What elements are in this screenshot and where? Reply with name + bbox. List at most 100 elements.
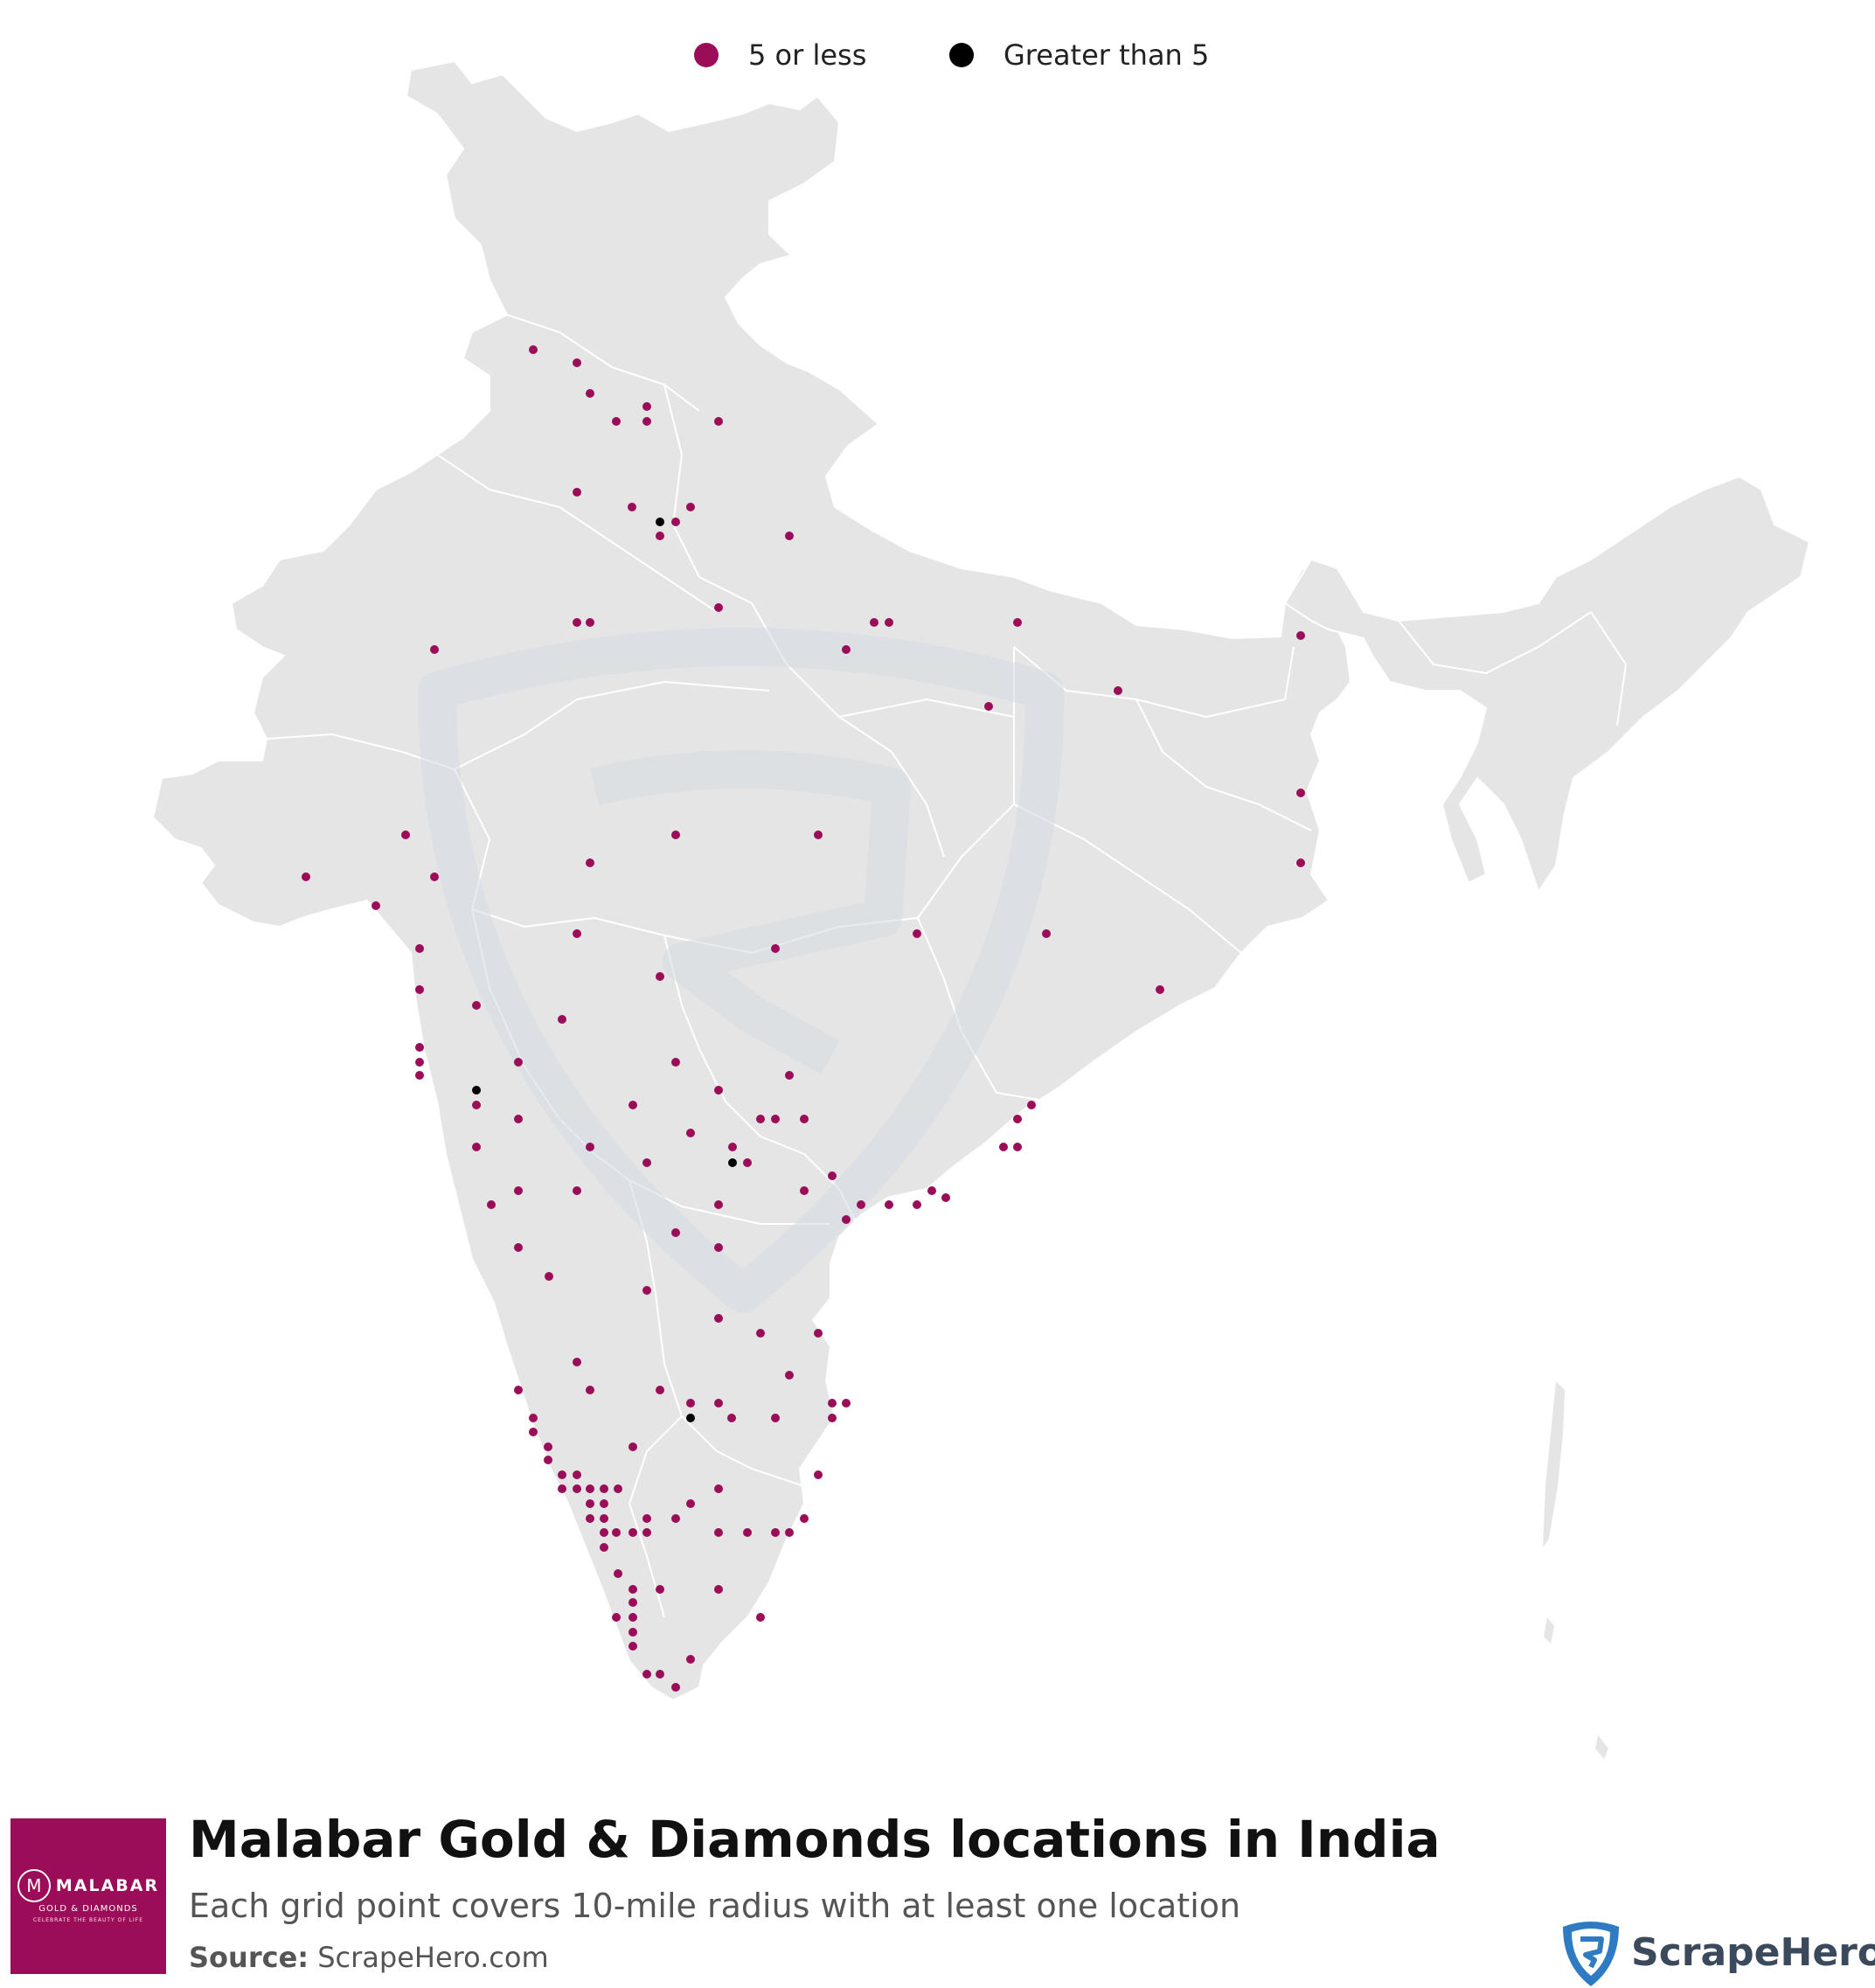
location-point-greater-than-5: [472, 1086, 481, 1095]
location-point-5-or-less: [1042, 929, 1051, 938]
location-point-5-or-less: [586, 618, 594, 627]
logo-tagline: CELEBRATE THE BEAUTY OF LIFE: [32, 1917, 144, 1923]
location-point-5-or-less: [785, 532, 794, 540]
location-point-5-or-less: [401, 831, 410, 839]
location-point-5-or-less: [642, 402, 651, 411]
location-point-5-or-less: [514, 1186, 523, 1195]
legend-dot-greater-than-5: [949, 43, 974, 67]
location-point-5-or-less: [586, 1484, 594, 1493]
map-land: [151, 59, 1811, 1759]
location-point-5-or-less: [1027, 1101, 1036, 1109]
location-point-5-or-less: [984, 702, 993, 711]
location-point-5-or-less: [514, 1058, 523, 1067]
location-point-5-or-less: [743, 1528, 752, 1537]
location-point-5-or-less: [814, 1329, 823, 1338]
location-point-5-or-less: [785, 1071, 794, 1080]
monogram-icon: M: [17, 1869, 51, 1902]
location-point-5-or-less: [600, 1484, 608, 1493]
location-points: [302, 345, 1305, 1692]
location-point-5-or-less: [612, 417, 621, 426]
location-point-5-or-less: [800, 1186, 809, 1195]
location-point-5-or-less: [870, 618, 878, 627]
location-point-5-or-less: [1013, 1143, 1022, 1151]
location-point-5-or-less: [514, 1386, 523, 1394]
location-point-5-or-less: [614, 1484, 622, 1493]
location-point-5-or-less: [885, 1200, 893, 1209]
location-point-5-or-less: [612, 1613, 621, 1622]
location-point-5-or-less: [1296, 631, 1305, 640]
location-point-5-or-less: [785, 1371, 794, 1380]
location-point-5-or-less: [514, 1243, 523, 1252]
location-point-5-or-less: [642, 1670, 651, 1679]
location-point-5-or-less: [472, 1143, 481, 1151]
location-point-5-or-less: [714, 1399, 723, 1408]
location-point-5-or-less: [586, 1386, 594, 1394]
legend-item-greater-than-5: Greater than 5: [949, 33, 1209, 77]
location-point-greater-than-5: [728, 1158, 737, 1167]
legend-label-5-or-less: 5 or less: [748, 38, 867, 72]
location-point-5-or-less: [586, 1514, 594, 1523]
location-point-5-or-less: [800, 1514, 809, 1523]
location-point-5-or-less: [415, 944, 424, 953]
location-point-5-or-less: [728, 1143, 737, 1151]
location-point-5-or-less: [771, 1414, 780, 1422]
location-point-5-or-less: [302, 872, 310, 881]
source-value: ScrapeHero.com: [317, 1941, 549, 1974]
logo-sub: GOLD & DIAMONDS: [38, 1904, 138, 1914]
location-point-5-or-less: [671, 831, 680, 839]
location-point-5-or-less: [642, 1528, 651, 1537]
location-point-5-or-less: [573, 488, 581, 497]
location-point-5-or-less: [573, 618, 581, 627]
location-point-5-or-less: [656, 532, 664, 540]
location-point-5-or-less: [999, 1143, 1008, 1151]
location-point-5-or-less: [913, 1200, 921, 1209]
location-point-5-or-less: [671, 1683, 680, 1692]
location-point-5-or-less: [1296, 858, 1305, 867]
location-point-5-or-less: [714, 1528, 723, 1537]
location-point-5-or-less: [558, 1015, 566, 1024]
location-point-5-or-less: [814, 1470, 823, 1479]
location-point-5-or-less: [573, 1358, 581, 1366]
location-point-5-or-less: [842, 1399, 851, 1408]
location-point-5-or-less: [558, 1470, 566, 1479]
footer: M MALABAR GOLD & DIAMONDS CELEBRATE THE …: [0, 1810, 1875, 1986]
location-point-5-or-less: [600, 1528, 608, 1537]
location-point-5-or-less: [628, 1585, 637, 1594]
andaman-islands: [1543, 1381, 1565, 1547]
legend-label-greater-than-5: Greater than 5: [1003, 38, 1210, 72]
location-point-5-or-less: [686, 1399, 695, 1408]
legend: 5 or less Greater than 5: [0, 33, 1875, 77]
scrapehero-brand: ScrapeHero: [1559, 1916, 1875, 1988]
location-point-5-or-less: [656, 1386, 664, 1394]
location-point-5-or-less: [586, 1143, 594, 1151]
location-point-5-or-less: [714, 1200, 723, 1209]
location-point-5-or-less: [430, 872, 439, 881]
location-point-5-or-less: [913, 929, 921, 938]
scrapehero-logo-icon: [1563, 1922, 1619, 1986]
location-point-5-or-less: [656, 972, 664, 981]
location-point-5-or-less: [472, 1101, 481, 1109]
location-point-5-or-less: [714, 1484, 723, 1493]
location-point-5-or-less: [656, 1670, 664, 1679]
location-point-5-or-less: [941, 1193, 950, 1202]
location-point-5-or-less: [628, 1613, 637, 1622]
location-point-5-or-less: [714, 1585, 723, 1594]
location-point-5-or-less: [558, 1484, 566, 1493]
location-point-5-or-less: [1296, 789, 1305, 797]
location-point-5-or-less: [714, 417, 723, 426]
location-point-5-or-less: [600, 1514, 608, 1523]
location-point-5-or-less: [828, 1414, 837, 1422]
location-point-5-or-less: [714, 1314, 723, 1323]
location-point-5-or-less: [529, 1414, 538, 1422]
scrapehero-shield-icon: [418, 628, 1065, 1313]
source-label: Source:: [189, 1941, 309, 1974]
location-point-5-or-less: [544, 1442, 552, 1451]
location-point-5-or-less: [642, 1514, 651, 1523]
location-point-5-or-less: [828, 1399, 837, 1408]
map-subtitle: Each grid point covers 10-mile radius wi…: [189, 1887, 1241, 1925]
nicobar-islands: [1544, 1617, 1608, 1759]
legend-dot-5-or-less: [694, 43, 719, 67]
location-point-5-or-less: [628, 1101, 637, 1109]
location-point-5-or-less: [529, 1428, 538, 1436]
